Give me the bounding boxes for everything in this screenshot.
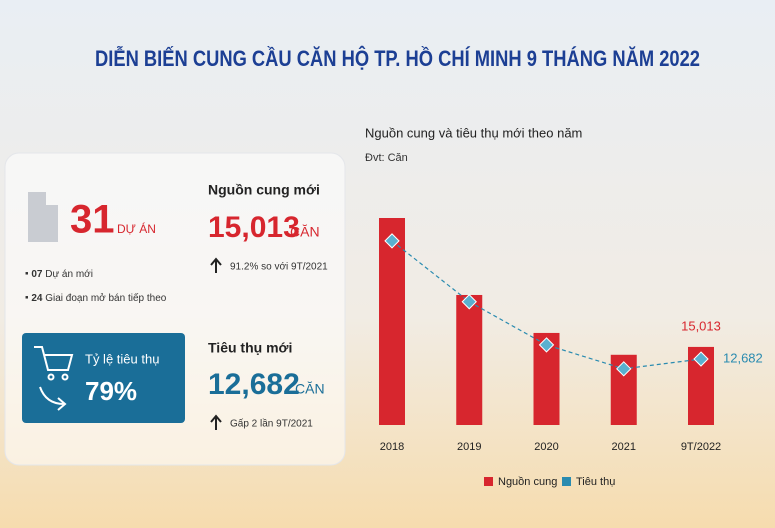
legend-swatch xyxy=(562,477,571,486)
building-icon xyxy=(28,192,58,242)
value-label: 15,013 xyxy=(681,318,721,333)
cart-icon xyxy=(34,346,74,411)
value-label: 12,682 xyxy=(723,350,763,365)
supply-value: 15,013 xyxy=(208,211,300,244)
sales-note: Gấp 2 lần 9T/2021 xyxy=(230,418,313,430)
legend-label: Nguồn cung xyxy=(498,476,557,488)
legend-label: Tiêu thụ xyxy=(576,476,615,488)
sales-unit: CĂN xyxy=(295,381,325,397)
item-count: 24 xyxy=(31,293,43,304)
sales-value: 12,682 xyxy=(208,368,300,401)
item-count: 07 xyxy=(31,269,43,280)
x-tick-label: 9T/2022 xyxy=(681,441,721,453)
project-unit: DỰ ÁN xyxy=(117,221,156,236)
page-title: DIỄN BIẾN CUNG CẦU CĂN HỘ TP. HỒ CHÍ MIN… xyxy=(95,45,700,71)
line-point xyxy=(693,351,709,367)
line-point xyxy=(384,233,400,249)
x-tick-label: 2019 xyxy=(457,441,481,453)
supply-label: Nguồn cung mới xyxy=(208,182,320,198)
item-text: Dự án mới xyxy=(45,269,93,280)
bar xyxy=(456,294,483,425)
project-item: ▪ 24 Giai đoạn mở bán tiếp theo xyxy=(25,292,167,304)
x-tick-label: 2020 xyxy=(534,441,558,453)
supply-note: 91.2% so với 9T/2021 xyxy=(230,262,328,273)
up-arrow xyxy=(210,257,222,273)
project-item: ▪ 07 Dự án mới xyxy=(25,269,93,280)
line-point xyxy=(461,294,477,310)
line xyxy=(391,240,702,370)
project-count: 31 xyxy=(70,198,115,242)
item-text: Giai đoạn mở bán tiếp theo xyxy=(45,292,167,304)
line-point xyxy=(616,361,632,377)
bar xyxy=(379,218,405,425)
x-tick-label: 2018 xyxy=(380,441,404,453)
sales-label: Tiêu thụ mới xyxy=(208,340,292,356)
x-tick-label: 2021 xyxy=(612,441,636,453)
line-point xyxy=(538,337,555,353)
supply-unit: CĂN xyxy=(290,224,320,240)
chart-title: Nguồn cung và tiêu thụ mới theo năm xyxy=(365,125,582,140)
legend-swatch xyxy=(484,477,493,486)
rate-value: 79% xyxy=(85,376,137,406)
rate-label: Tỷ lệ tiêu thụ xyxy=(85,351,159,366)
up-arrow xyxy=(210,414,222,430)
chart-subtitle: Đvt: Căn xyxy=(365,152,408,164)
